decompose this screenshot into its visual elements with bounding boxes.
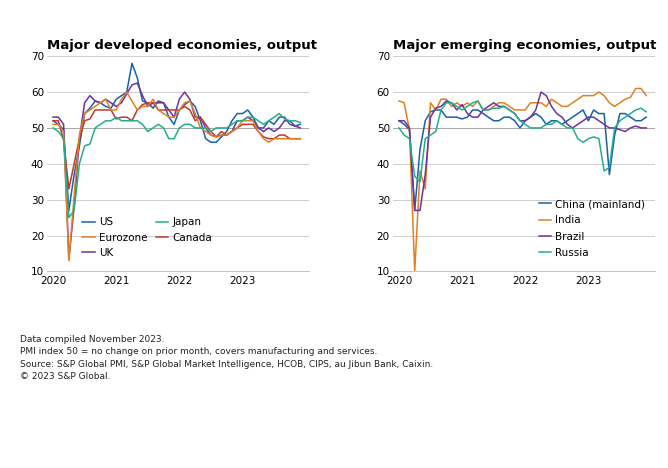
Legend: China (mainland), India, Brazil, Russia: China (mainland), India, Brazil, Russia <box>534 195 649 262</box>
Legend: US, Eurozone, UK, Japan, Canada: US, Eurozone, UK, Japan, Canada <box>78 213 216 262</box>
Text: Major emerging economies, output: Major emerging economies, output <box>393 39 656 52</box>
Text: Major developed economies, output: Major developed economies, output <box>47 39 317 52</box>
Text: Data compiled November 2023.
PMI index 50 = no change on prior month, covers man: Data compiled November 2023. PMI index 5… <box>20 335 434 381</box>
